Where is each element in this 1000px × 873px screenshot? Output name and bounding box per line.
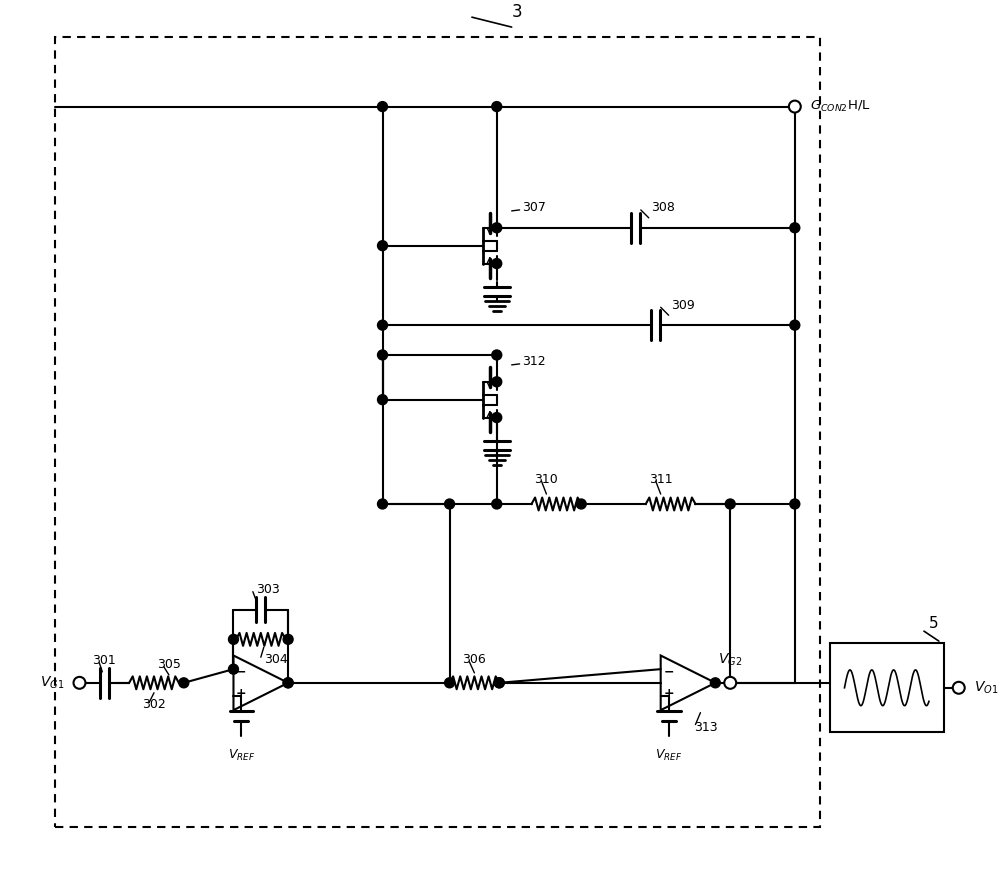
Text: 306: 306 [463,654,486,666]
Circle shape [445,677,455,688]
Circle shape [790,320,800,330]
Text: 312: 312 [522,355,545,368]
Bar [830,643,944,732]
Circle shape [492,258,502,269]
Circle shape [725,677,735,688]
Circle shape [494,677,504,688]
Text: 307: 307 [522,202,545,215]
Text: 303: 303 [256,583,280,596]
Circle shape [378,395,387,405]
Circle shape [492,377,502,387]
Text: 310: 310 [535,472,558,485]
Circle shape [378,101,387,112]
Text: 308: 308 [651,202,675,215]
Text: 3: 3 [511,3,522,21]
Circle shape [492,499,502,509]
Circle shape [492,413,502,423]
Text: 313: 313 [694,721,717,734]
Circle shape [710,677,720,688]
Circle shape [378,241,387,251]
Circle shape [179,677,189,688]
Circle shape [576,499,586,509]
Text: 305: 305 [157,658,181,671]
Circle shape [74,677,85,689]
Circle shape [445,499,455,509]
Circle shape [283,677,293,688]
Text: $V_{REF}$: $V_{REF}$ [228,748,255,763]
Circle shape [283,635,293,644]
Text: −: − [663,665,674,678]
Circle shape [725,499,735,509]
Text: $V_{G1}$: $V_{G1}$ [40,675,65,691]
Text: +: + [663,687,674,700]
Text: 5: 5 [929,616,939,631]
Text: 302: 302 [142,698,166,711]
Text: +: + [236,687,247,700]
Circle shape [494,677,504,688]
Text: $V_{G2}$: $V_{G2}$ [718,651,742,668]
Text: $V_{REF}$: $V_{REF}$ [655,748,682,763]
Circle shape [492,101,502,112]
Circle shape [283,677,293,688]
Circle shape [229,635,238,644]
Circle shape [492,223,502,233]
Text: 304: 304 [264,653,288,666]
Circle shape [790,499,800,509]
Circle shape [724,677,736,689]
Text: $G_{CON2}$H/L: $G_{CON2}$H/L [810,99,871,114]
Circle shape [789,100,801,113]
Circle shape [378,320,387,330]
Text: $V_{O1}$: $V_{O1}$ [974,679,998,696]
Circle shape [229,664,238,674]
Circle shape [953,682,965,694]
Text: 309: 309 [671,299,694,312]
Circle shape [790,223,800,233]
Circle shape [492,350,502,360]
Bar [55,37,820,827]
Circle shape [378,499,387,509]
Text: 311: 311 [649,472,672,485]
Text: −: − [236,665,247,678]
Circle shape [378,350,387,360]
Text: 301: 301 [92,655,116,668]
